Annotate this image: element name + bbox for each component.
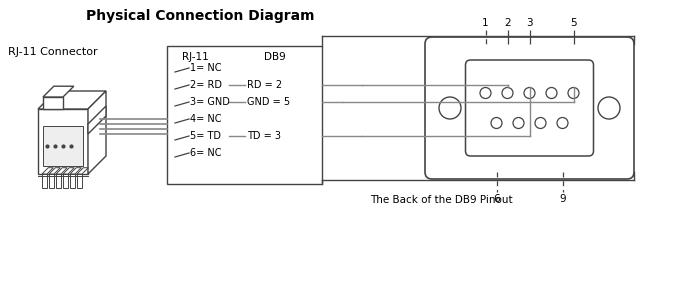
Polygon shape [49,168,60,174]
Text: 6= NC: 6= NC [190,148,222,158]
Text: 6: 6 [493,194,500,204]
Bar [167,46,322,184]
Circle shape [568,88,579,98]
Polygon shape [43,97,63,109]
Circle shape [524,88,535,98]
Text: TD = 3: TD = 3 [247,131,281,141]
Polygon shape [77,168,88,174]
Bar [43,126,83,166]
Text: The Back of the DB9 Pinout: The Back of the DB9 Pinout [370,195,512,205]
Circle shape [439,97,461,119]
Polygon shape [70,168,81,174]
Polygon shape [88,91,106,174]
Text: 3= GND: 3= GND [190,97,230,107]
Circle shape [513,117,524,128]
Circle shape [502,88,513,98]
Polygon shape [77,174,82,188]
Text: 2: 2 [504,18,511,28]
Text: GND = 5: GND = 5 [247,97,290,107]
Polygon shape [42,174,47,188]
Circle shape [535,117,546,128]
Polygon shape [38,109,88,174]
Circle shape [546,88,557,98]
Text: 5= TD: 5= TD [190,131,221,141]
Polygon shape [56,174,61,188]
Text: 4= NC: 4= NC [190,114,222,124]
Text: RD = 2: RD = 2 [247,80,282,90]
Text: RJ-11 Connector: RJ-11 Connector [8,47,98,57]
Polygon shape [38,91,106,109]
Text: 2= RD: 2= RD [190,80,222,90]
Text: 1: 1 [482,18,489,28]
FancyBboxPatch shape [425,37,634,179]
Circle shape [557,117,568,128]
Circle shape [480,88,491,98]
Polygon shape [70,174,75,188]
Text: 3: 3 [526,18,533,28]
Text: 5: 5 [570,18,577,28]
FancyBboxPatch shape [466,60,594,156]
Circle shape [491,117,502,128]
Circle shape [598,97,620,119]
Polygon shape [42,168,53,174]
Text: RJ-11: RJ-11 [182,52,209,62]
Text: 1= NC: 1= NC [190,63,222,73]
Text: Physical Connection Diagram: Physical Connection Diagram [86,9,314,23]
Polygon shape [56,168,67,174]
Polygon shape [49,174,54,188]
Polygon shape [63,174,68,188]
Text: DB9: DB9 [264,52,286,62]
Polygon shape [63,168,75,174]
Polygon shape [88,106,106,134]
Text: 9: 9 [560,194,566,204]
Polygon shape [43,86,74,97]
